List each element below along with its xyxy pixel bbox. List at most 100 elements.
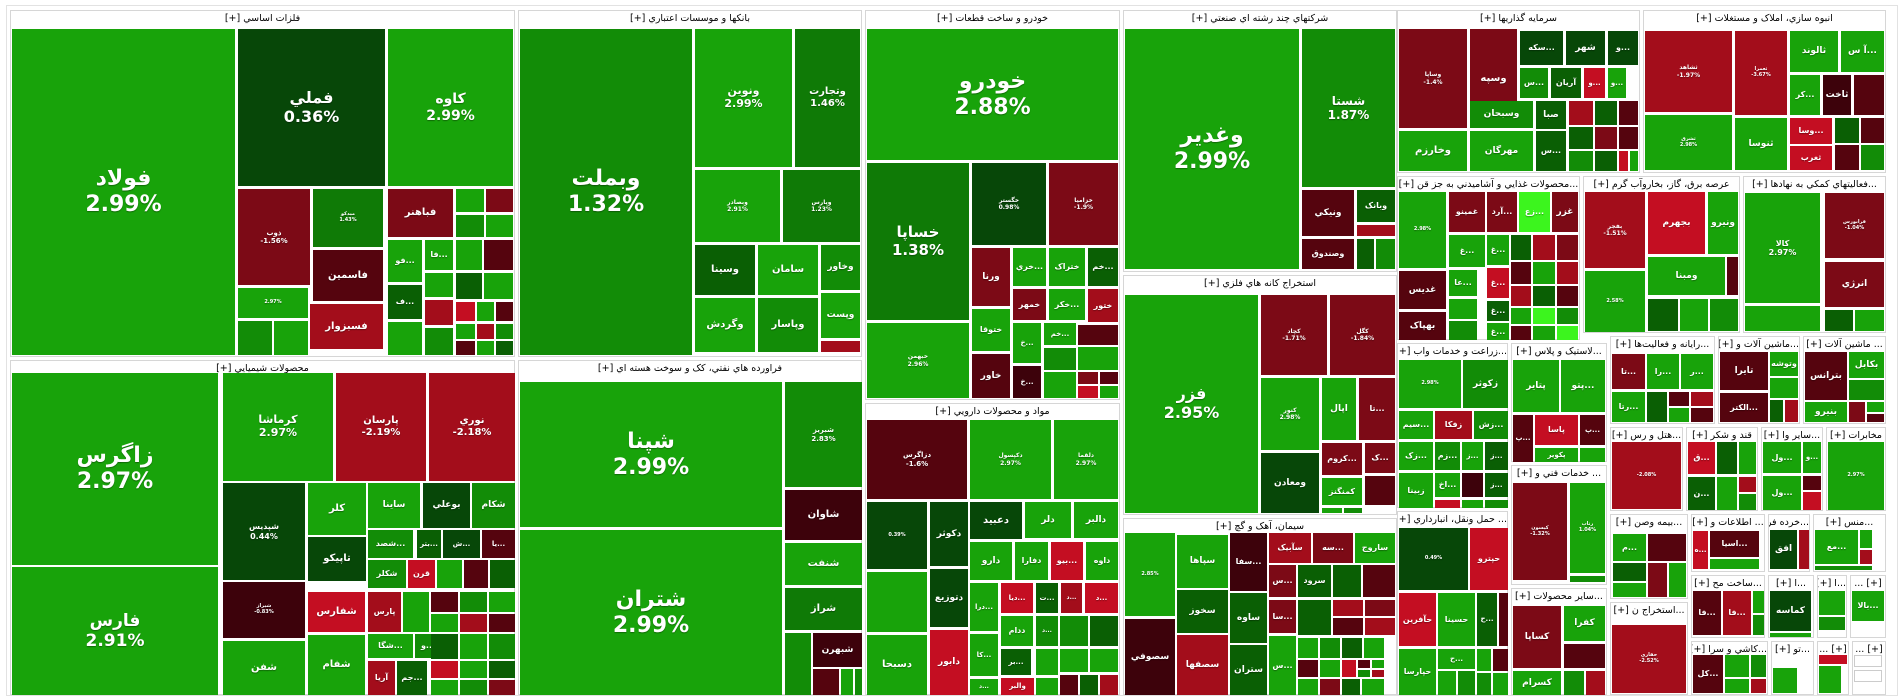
tile-small-computers-0[interactable] [1647, 392, 1667, 422]
tile-agriculture-1[interactable]: زکوثر [1463, 360, 1508, 408]
tile-small-technical-services-0[interactable] [1570, 576, 1605, 582]
tile-small-investments-5[interactable] [1619, 127, 1638, 149]
tile-auto-9[interactable]: ...خکر [1049, 289, 1085, 320]
tile-auto-12[interactable]: خاور [972, 354, 1010, 398]
tile-pharma-23[interactable]: ...د [1036, 616, 1058, 646]
tile-machinery-electric-1[interactable]: وتوشه [1770, 352, 1798, 376]
tile-food-4[interactable]: غزر [1552, 192, 1578, 232]
sector-header-other-products[interactable]: ...ساير محصولات [+] [1512, 589, 1606, 605]
tile-pharma-20[interactable]: ...د [1061, 583, 1082, 613]
tile-small-chemicals-9[interactable] [489, 614, 515, 632]
tile-transport-3[interactable]: حسينا [1438, 593, 1475, 646]
tile-small-chemicals-6[interactable] [489, 592, 515, 612]
tile-small-investments-9[interactable] [1630, 151, 1638, 171]
tile-small-food-0[interactable] [1449, 299, 1477, 319]
tile-investments-7[interactable]: ...و [1584, 68, 1605, 98]
tile-small-agriculture-1[interactable] [1435, 500, 1460, 508]
tile-small-cement-3[interactable] [1333, 600, 1363, 616]
tile-real-estate-7[interactable]: ثنوسا [1735, 118, 1787, 170]
sector-header-cement[interactable]: سيمان، آهک و گچ [+] [1124, 519, 1396, 535]
tile-pharma-19[interactable]: ...ت [1036, 583, 1058, 613]
sector-header-investments[interactable]: سرمايه گذاريها [+] [1398, 11, 1639, 27]
tile-metal-ores-2[interactable]: کگل -1.84% [1330, 295, 1395, 375]
tile-small-sugar-1[interactable] [1739, 442, 1756, 474]
tile-small-power-0[interactable] [1727, 257, 1738, 295]
tile-food-7[interactable]: بهپاک [1399, 312, 1446, 340]
tile-cement-7[interactable]: ستران [1230, 645, 1267, 695]
tile-cement-6[interactable]: ساوه [1230, 593, 1267, 643]
tile-pharma-16[interactable]: ...کا [970, 634, 998, 676]
sector-header-mini-b[interactable]: [+] ... [1851, 576, 1885, 592]
tile-food-9[interactable]: ...غ [1487, 235, 1509, 265]
tile-small-banks-0[interactable] [821, 341, 860, 352]
tile-small-cement-11[interactable] [1298, 660, 1318, 677]
tile-basic-metals-7[interactable]: فباهنر [388, 189, 453, 237]
tile-small-chemicals-5[interactable] [460, 592, 487, 612]
tile-tiles-ceramics-0[interactable]: ...کل [1693, 655, 1723, 693]
tile-metal-ores-7[interactable]: ...کروم [1322, 443, 1362, 475]
tile-chemicals-14[interactable]: تاپيکو [308, 537, 366, 581]
tile-small-mini-c-1[interactable] [1819, 666, 1841, 693]
tile-chemicals-7[interactable]: ساينا [368, 483, 420, 528]
tile-small-computers-3[interactable] [1669, 408, 1689, 422]
tile-banks-3[interactable]: وبصادر 2.91% [695, 170, 780, 242]
tile-small-pharma-5[interactable] [1090, 649, 1118, 672]
sector-header-misc-products[interactable]: ...منس [+] [1814, 515, 1885, 531]
tile-basic-metals-3[interactable]: ذوب -1.56% [238, 189, 310, 285]
tile-aux-institutions-3[interactable] [1745, 306, 1820, 331]
tile-investments-12[interactable]: ...س [1536, 131, 1566, 171]
tile-small-investments-2[interactable] [1619, 101, 1638, 125]
tile-oil-products-5[interactable]: شراز [785, 588, 862, 630]
tile-rubber-plastics-5[interactable]: ...پ [1580, 415, 1605, 445]
tile-oil-products-1[interactable]: شتران 2.99% [520, 530, 782, 695]
tile-investments-0[interactable]: وساپا -1.4% [1399, 29, 1467, 128]
tile-small-food-9[interactable] [1533, 286, 1555, 306]
sector-header-oil-extraction[interactable]: ...استخراج ن [+] [1611, 603, 1687, 619]
tile-rubber-plastics-3[interactable]: پاسا [1535, 415, 1578, 445]
sector-header-sand-mining[interactable]: ...ا [+] [1769, 576, 1813, 592]
tile-small-cement-12[interactable] [1320, 660, 1340, 677]
tile-chemicals-8[interactable]: بوعلي [423, 483, 470, 528]
tile-small-aux-institutions-0[interactable] [1825, 310, 1853, 331]
sector-header-machinery[interactable]: ... ماشين آلات [+] [1804, 337, 1885, 353]
tile-small-agriculture-3[interactable] [1485, 500, 1508, 508]
tile-agriculture-3[interactable]: زفکا [1435, 411, 1472, 439]
tile-small-sugar-4[interactable] [1739, 494, 1756, 510]
tile-small-food-10[interactable] [1557, 286, 1578, 306]
tile-small-basic-metals-16[interactable] [496, 302, 513, 321]
tile-sand-mining-0[interactable]: کماسه [1770, 591, 1811, 631]
tile-small-food-1[interactable] [1449, 321, 1477, 340]
tile-small-chemicals-11[interactable] [460, 634, 487, 659]
tile-pharma-18[interactable]: ...ديا [1001, 583, 1033, 613]
tile-chemicals-20[interactable]: ...شگا [368, 634, 413, 658]
tile-small-pharma-6[interactable] [1036, 678, 1058, 695]
tile-small-chemicals-12[interactable] [489, 634, 515, 659]
tile-basic-metals-9[interactable]: ...فا [425, 240, 453, 270]
tile-small-tiles-ceramics-2[interactable] [1725, 679, 1749, 693]
tile-small-machinery-0[interactable] [1849, 380, 1884, 400]
sector-header-hotels[interactable]: ...هتل و رس [+] [1611, 428, 1682, 444]
tile-real-estate-9[interactable]: ثغرب [1790, 146, 1832, 170]
tile-small-food-13[interactable] [1557, 308, 1578, 324]
tile-technical-services-0[interactable]: کيسون -1.32% [1513, 483, 1567, 580]
tile-pharma-15[interactable]: ...درا [970, 583, 998, 631]
tile-machinery-electric-2[interactable]: ...الکتر [1720, 393, 1768, 422]
tile-small-cement-13[interactable] [1342, 660, 1356, 677]
tile-small-misc-products-2[interactable] [1815, 566, 1872, 570]
tile-auto-11[interactable]: ختوقا [972, 309, 1010, 351]
tile-small-food-3[interactable] [1533, 235, 1555, 260]
tile-food-1[interactable]: غمينو [1449, 192, 1485, 232]
tile-auto-10[interactable]: ختور [1088, 289, 1118, 322]
tile-food-0[interactable]: 2.98% [1399, 192, 1446, 268]
tile-basic-metals-8[interactable]: ...فو [388, 240, 422, 282]
tile-aux-institutions-2[interactable]: انرژي [1825, 262, 1884, 307]
tile-small-cement-5[interactable] [1333, 618, 1363, 635]
tile-small-cement-0[interactable] [1333, 565, 1361, 597]
tile-small-machinery-electric-0[interactable] [1770, 378, 1798, 398]
tile-small-machinery-electric-1[interactable] [1770, 400, 1783, 422]
tile-power-2[interactable]: بجهرم [1648, 192, 1705, 254]
tile-small-transport-6[interactable] [1493, 673, 1508, 695]
tile-metal-ores-5[interactable]: ...تا [1359, 378, 1395, 440]
tile-small-auto-0[interactable] [1044, 348, 1076, 370]
tile-small-auto-1[interactable] [1078, 325, 1118, 345]
